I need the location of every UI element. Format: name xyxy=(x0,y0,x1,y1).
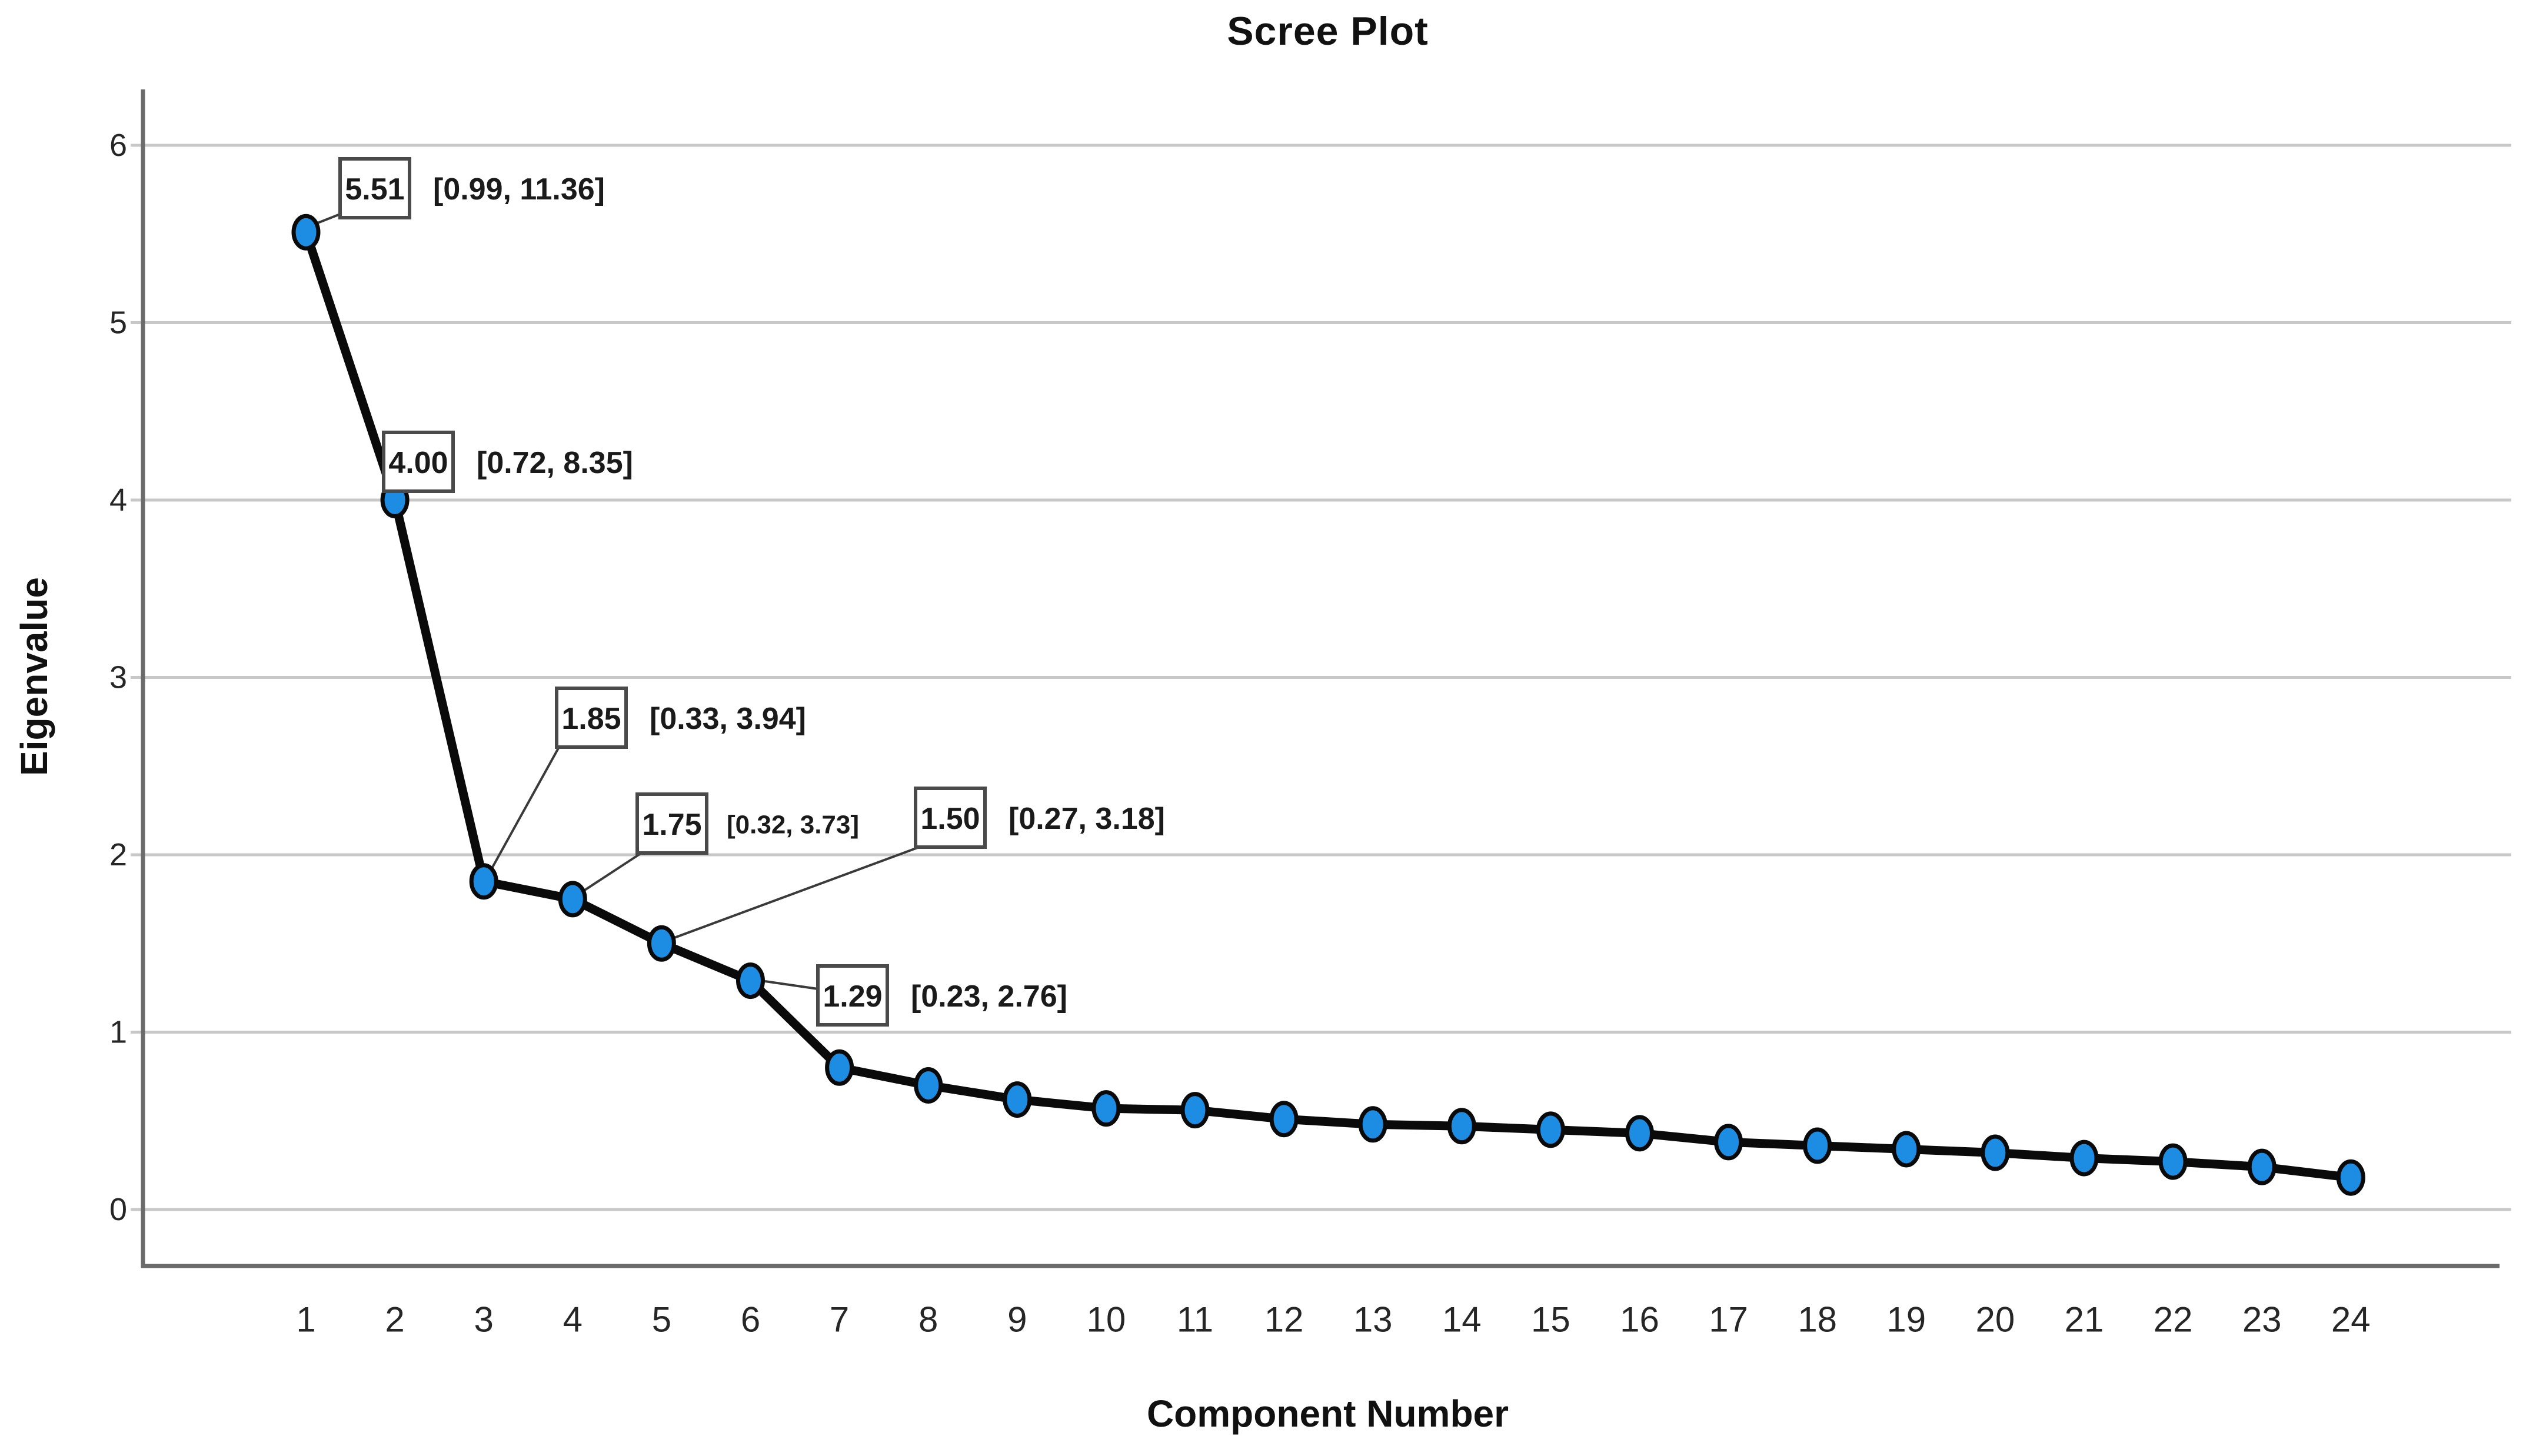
annotation-ci: [0.33, 3.94] xyxy=(650,702,806,736)
y-tick-label: 1 xyxy=(109,1015,127,1050)
data-point xyxy=(291,214,321,251)
data-point xyxy=(1003,1081,1032,1118)
x-tick-label: 13 xyxy=(1353,1300,1393,1340)
data-point xyxy=(2158,1143,2188,1180)
x-tick-label: 18 xyxy=(1798,1300,1837,1340)
x-tick-label: 7 xyxy=(830,1300,849,1340)
x-tick-label: 17 xyxy=(1709,1300,1748,1340)
data-point xyxy=(2069,1140,2099,1177)
data-point xyxy=(1180,1092,1210,1129)
data-point xyxy=(914,1067,943,1104)
data-point xyxy=(1625,1115,1654,1152)
y-tick-label: 2 xyxy=(109,837,127,872)
annotation-box xyxy=(555,687,628,749)
annotation-value: 1.75 xyxy=(642,808,701,842)
x-tick-label: 20 xyxy=(1976,1300,2015,1340)
leader-line xyxy=(574,852,643,898)
y-tick-label: 5 xyxy=(109,305,127,341)
annotation-value: 4.00 xyxy=(388,446,448,480)
x-tick-label: 11 xyxy=(1177,1300,1213,1340)
y-tick-label: 4 xyxy=(109,482,127,518)
y-tick-label: 6 xyxy=(109,128,127,163)
annotation-ci: [0.23, 2.76] xyxy=(911,979,1067,1014)
annotation-ci: [0.27, 3.18] xyxy=(1009,802,1165,836)
x-tick-label: 5 xyxy=(652,1300,671,1340)
annotation-box xyxy=(816,964,889,1027)
y-axis-title: Eigenvalue xyxy=(13,577,55,776)
data-point xyxy=(647,925,676,962)
data-point xyxy=(1981,1134,2010,1171)
data-point xyxy=(1803,1127,1832,1164)
x-tick-label: 1 xyxy=(296,1300,315,1340)
data-point xyxy=(2247,1148,2277,1185)
x-tick-label: 9 xyxy=(1007,1300,1027,1340)
x-tick-label: 8 xyxy=(918,1300,938,1340)
data-point xyxy=(1714,1124,1743,1161)
x-tick-label: 15 xyxy=(1531,1300,1570,1340)
annotation-box xyxy=(382,431,455,493)
x-tick-label: 22 xyxy=(2154,1300,2193,1340)
annotation-value: 1.85 xyxy=(561,702,621,736)
x-tick-label: 16 xyxy=(1620,1300,1659,1340)
leader-line xyxy=(664,846,920,942)
data-point xyxy=(1358,1106,1387,1143)
data-point xyxy=(469,863,498,900)
x-tick-label: 19 xyxy=(1886,1300,1926,1340)
data-point xyxy=(1447,1108,1476,1145)
data-point xyxy=(825,1049,854,1086)
data-point xyxy=(558,881,587,918)
x-tick-label: 3 xyxy=(474,1300,494,1340)
annotation-box xyxy=(635,792,708,855)
y-tick-label: 0 xyxy=(109,1192,127,1227)
annotation-value: 1.50 xyxy=(920,802,980,836)
annotation-ci: [0.32, 3.73] xyxy=(727,811,859,839)
leader-line xyxy=(764,980,818,990)
annotation-value: 5.51 xyxy=(345,172,404,206)
x-tick-label: 6 xyxy=(741,1300,760,1340)
x-tick-label: 12 xyxy=(1264,1300,1304,1340)
x-tick-label: 21 xyxy=(2065,1300,2104,1340)
data-point xyxy=(2336,1159,2365,1196)
leader-line xyxy=(485,747,560,879)
annotation-ci: [0.72, 8.35] xyxy=(477,446,633,480)
chart-title: Scree Plot xyxy=(1227,9,1429,54)
x-tick-label: 4 xyxy=(563,1300,583,1340)
annotation-ci: [0.99, 11.36] xyxy=(433,172,605,206)
annotation-box xyxy=(338,157,411,219)
data-point xyxy=(1892,1131,1921,1168)
annotation-box xyxy=(914,787,987,849)
x-tick-label: 23 xyxy=(2242,1300,2282,1340)
x-axis-title: Component Number xyxy=(1146,1392,1509,1435)
data-point xyxy=(736,962,765,999)
data-point xyxy=(1536,1111,1565,1148)
data-point xyxy=(1269,1101,1299,1138)
data-line xyxy=(301,228,2355,1182)
annotation-value: 1.29 xyxy=(823,979,882,1014)
x-tick-label: 24 xyxy=(2331,1300,2371,1340)
x-tick-label: 14 xyxy=(1442,1300,1482,1340)
y-tick-label: 3 xyxy=(109,660,127,695)
data-point xyxy=(1091,1090,1121,1127)
x-tick-label: 10 xyxy=(1087,1300,1126,1340)
x-tick-label: 2 xyxy=(385,1300,404,1340)
